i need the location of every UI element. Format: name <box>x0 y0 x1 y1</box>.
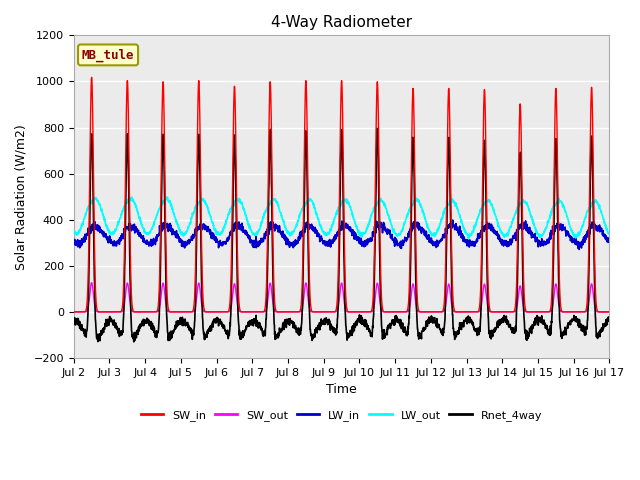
X-axis label: Time: Time <box>326 383 357 396</box>
Legend: SW_in, SW_out, LW_in, LW_out, Rnet_4way: SW_in, SW_out, LW_in, LW_out, Rnet_4way <box>137 406 547 425</box>
Title: 4-Way Radiometer: 4-Way Radiometer <box>271 15 412 30</box>
Text: MB_tule: MB_tule <box>82 48 134 61</box>
Y-axis label: Solar Radiation (W/m2): Solar Radiation (W/m2) <box>15 124 28 270</box>
